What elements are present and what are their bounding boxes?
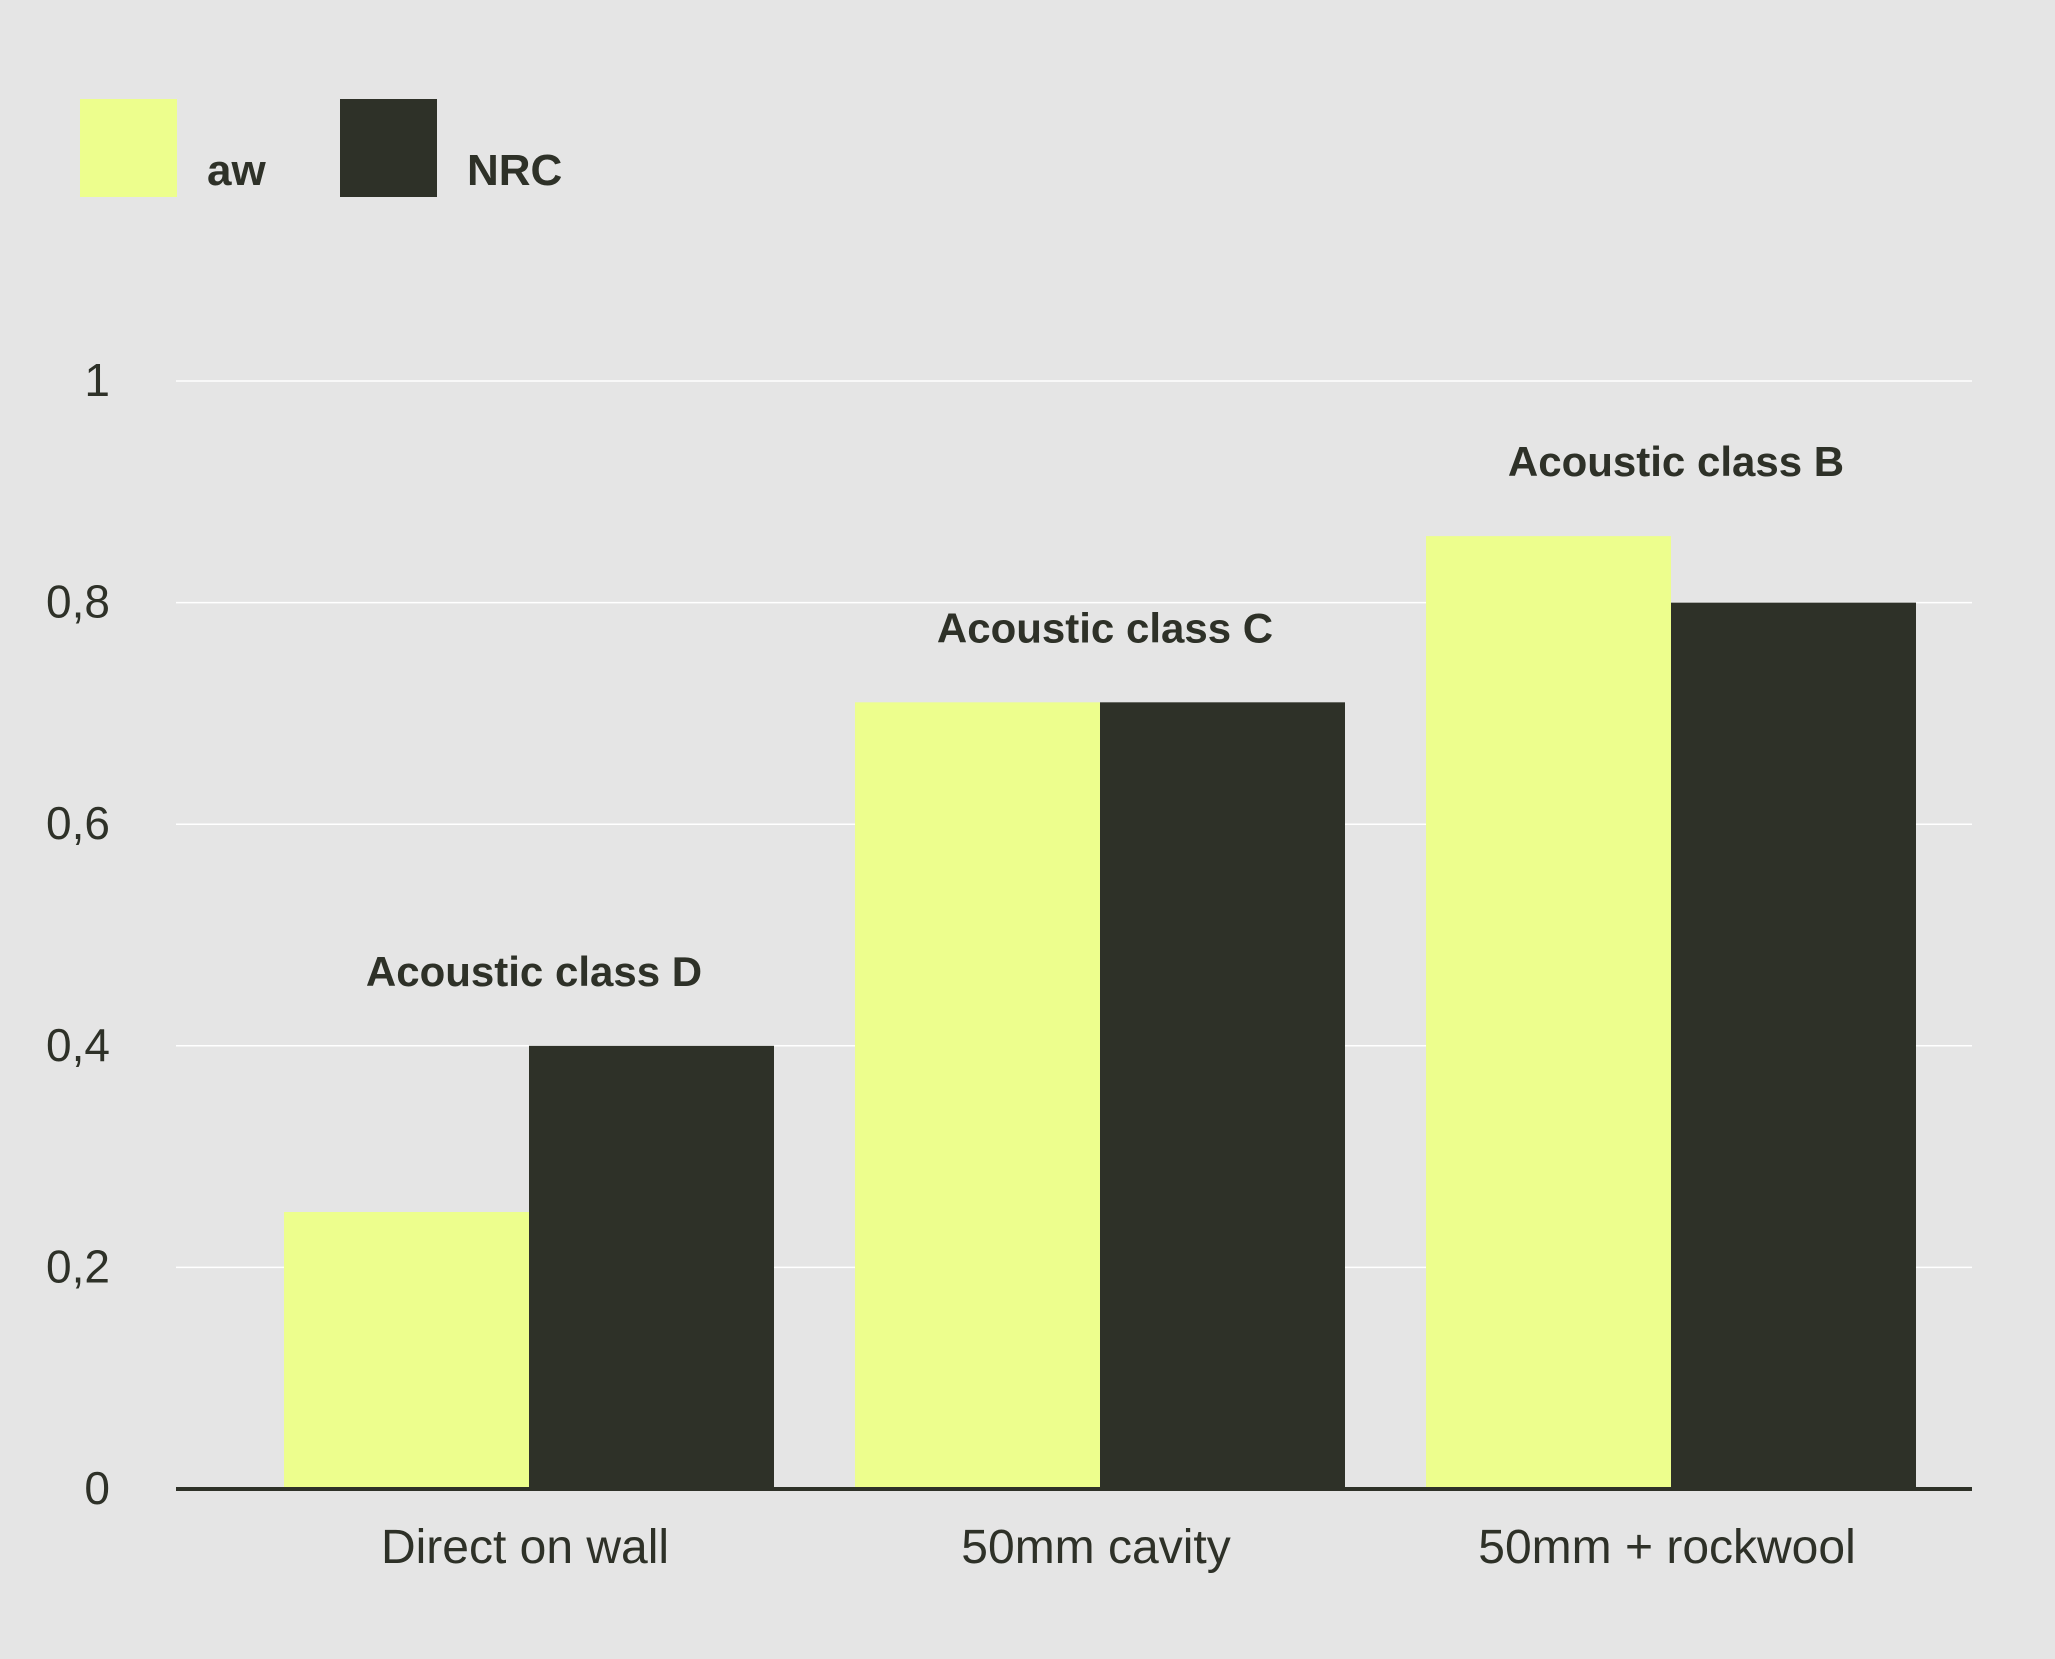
y-tick-label: 0 (84, 1462, 110, 1514)
y-tick-label: 0,4 (46, 1019, 110, 1071)
x-tick-label: Direct on wall (381, 1521, 669, 1574)
x-tick-label: 50mm + rockwool (1478, 1521, 1855, 1574)
bar-aw-2 (855, 702, 1100, 1489)
annotation-label: Acoustic class D (366, 948, 702, 995)
legend-label-aw: aw (207, 146, 266, 195)
x-tick-label: 50mm cavity (961, 1521, 1230, 1574)
y-tick-label: 1 (84, 354, 110, 406)
bar-nrc-2 (1100, 702, 1345, 1489)
bar-aw-3 (1426, 536, 1671, 1489)
y-axis-ticks: 0 0,2 0,4 0,6 0,8 1 (46, 354, 110, 1514)
y-tick-label: 0,6 (46, 797, 110, 849)
bars (284, 536, 1916, 1489)
legend: aw NRC (80, 99, 562, 197)
legend-swatch-nrc (340, 99, 437, 197)
x-axis-ticks: Direct on wall 50mm cavity 50mm + rockwool (381, 1521, 1856, 1574)
legend-swatch-aw (80, 99, 177, 197)
legend-label-nrc: NRC (467, 146, 562, 195)
annotation-label: Acoustic class C (937, 604, 1273, 651)
annotations: Acoustic class D Acoustic class C Acoustic… (366, 438, 1844, 995)
y-tick-label: 0,2 (46, 1240, 110, 1292)
bar-aw-1 (284, 1212, 529, 1489)
bar-nrc-3 (1671, 602, 1916, 1489)
y-tick-label: 0,8 (46, 576, 110, 628)
annotation-label: Acoustic class B (1508, 438, 1844, 485)
bar-nrc-1 (529, 1045, 774, 1489)
